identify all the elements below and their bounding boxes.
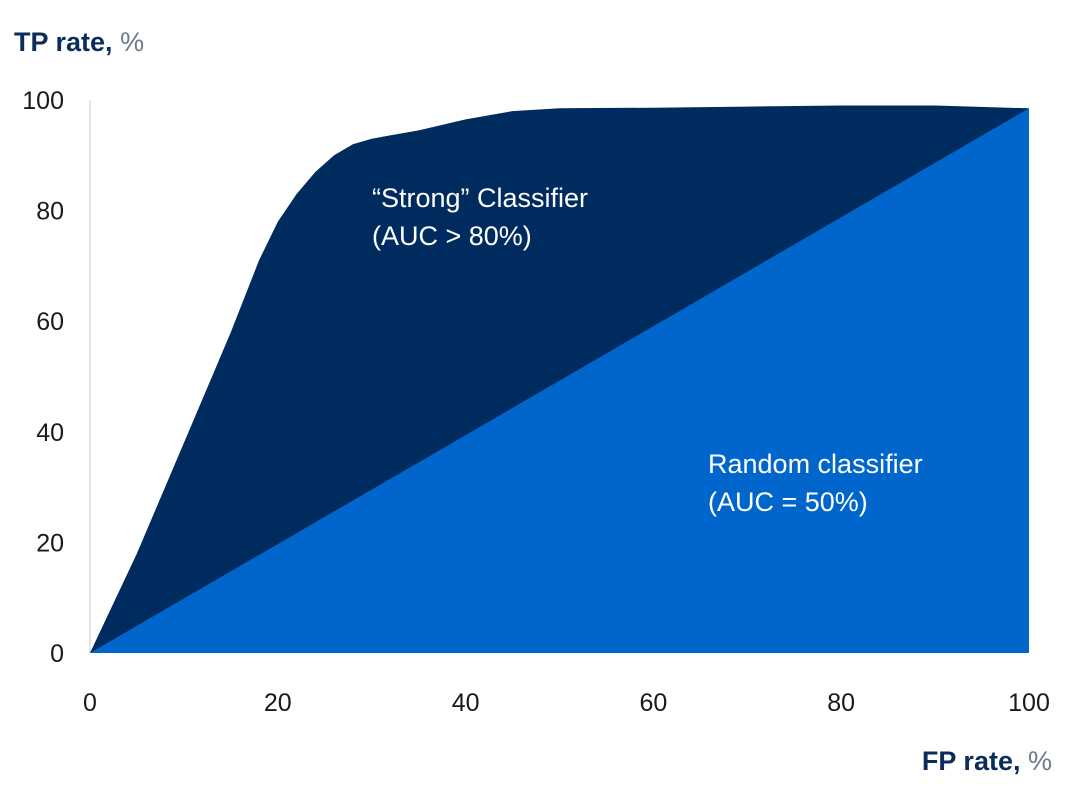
strong-classifier-label: “Strong” Classifier (AUC > 80%): [372, 183, 596, 251]
y-tick-label: 60: [36, 308, 64, 336]
y-tick-label: 80: [36, 198, 64, 226]
x-tick-label: 0: [83, 689, 97, 717]
x-tick-label: 100: [1008, 689, 1050, 717]
random-classifier-area: [90, 108, 1029, 654]
x-axis-title-unit: %: [1020, 746, 1052, 776]
x-tick-label: 40: [452, 689, 480, 717]
y-tick-label: 20: [36, 529, 64, 557]
strong-classifier-line-2: (AUC > 80%): [372, 221, 532, 251]
strong-classifier-line-1: “Strong” Classifier: [372, 183, 588, 213]
x-axis-title: FP rate, %: [922, 746, 1052, 776]
x-tick-label: 20: [264, 689, 292, 717]
y-axis-title-label: TP rate,: [14, 27, 113, 57]
plot-area: [89, 100, 1029, 654]
y-tick-label: 100: [22, 87, 64, 115]
x-tick-label: 80: [827, 689, 855, 717]
random-classifier-line-1: Random classifier: [708, 449, 923, 479]
y-axis-title-unit: %: [113, 27, 145, 57]
x-tick-label: 60: [639, 689, 667, 717]
y-tick-label: 0: [50, 640, 64, 668]
y-tick-label: 40: [36, 419, 64, 447]
random-classifier-line-2: (AUC = 50%): [708, 487, 868, 517]
y-axis-ticks: 0 20 40 60 80 100: [22, 87, 64, 668]
random-classifier-label: Random classifier (AUC = 50%): [708, 449, 930, 517]
x-axis-ticks: 0 20 40 60 80 100: [83, 689, 1050, 717]
x-axis-title-label: FP rate,: [922, 746, 1021, 776]
y-axis-title: TP rate, %: [14, 27, 144, 57]
